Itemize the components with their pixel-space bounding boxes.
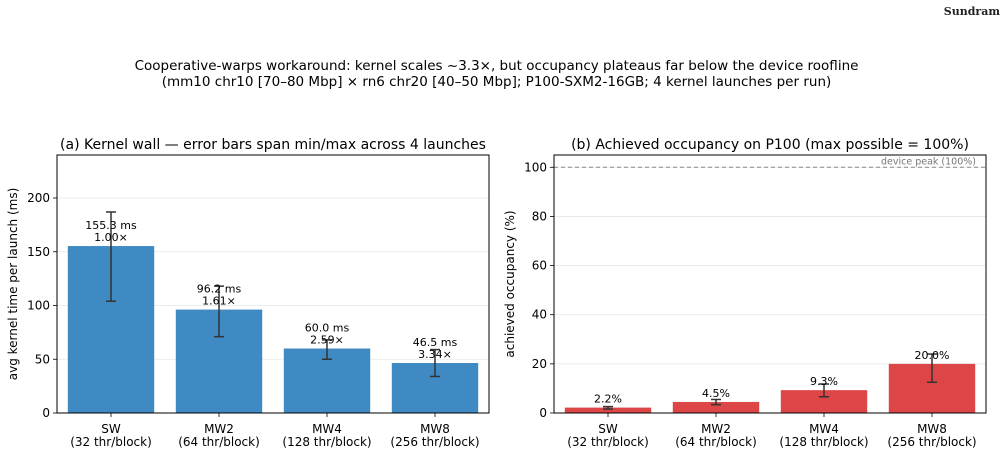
bar-b-2	[780, 390, 868, 413]
bar-b-1	[672, 401, 760, 413]
bar-b-0	[564, 407, 652, 413]
x-tick-label: (32 thr/block)	[70, 435, 152, 449]
figure-title-line-1: Cooperative-warps workaround: kernel sca…	[134, 58, 859, 74]
y-axis-label: avg kernel time per launch (ms)	[6, 188, 20, 381]
x-tick-label: (256 thr/block)	[887, 435, 976, 449]
x-tick-label: (128 thr/block)	[779, 435, 868, 449]
data-label: 60.0 ms	[305, 322, 350, 335]
data-label: 20.0%	[915, 349, 950, 362]
y-tick-label: 100	[524, 160, 547, 174]
y-tick-label: 80	[532, 209, 547, 223]
y-tick-label: 40	[532, 308, 547, 322]
data-label: 46.5 ms	[413, 336, 458, 349]
plot-frame	[553, 154, 987, 414]
panel-title: (a) Kernel wall — error bars span min/ma…	[60, 137, 486, 153]
y-tick-label: 0	[539, 406, 547, 420]
panel-title: (b) Achieved occupancy on P100 (max poss…	[571, 137, 969, 153]
x-tick-label: MW8	[917, 422, 947, 436]
y-tick-label: 200	[27, 191, 50, 205]
x-tick-label: MW4	[312, 422, 342, 436]
y-tick-label: 20	[532, 357, 547, 371]
x-tick-label: SW	[598, 422, 618, 436]
x-tick-label: (64 thr/block)	[178, 435, 260, 449]
x-tick-label: MW4	[809, 422, 839, 436]
y-tick-label: 60	[532, 259, 547, 273]
data-label: 1.61×	[202, 295, 236, 308]
data-label: 2.2%	[594, 393, 622, 406]
brand-logo: Sundram	[943, 5, 1000, 18]
x-tick-label: MW2	[204, 422, 234, 436]
y-tick-label: 50	[35, 352, 50, 366]
x-tick-label: (64 thr/block)	[675, 435, 757, 449]
plot-frame	[56, 154, 490, 414]
reference-line-label: device peak (100%)	[881, 156, 976, 167]
y-tick-label: 100	[27, 299, 50, 313]
figure-title-line-2: (mm10 chr10 [70–80 Mbp] × rn6 chr20 [40–…	[161, 74, 832, 90]
y-axis-label: achieved occupancy (%)	[503, 210, 517, 357]
x-tick-label: (256 thr/block)	[390, 435, 479, 449]
data-label: 1.00×	[94, 231, 128, 244]
x-tick-label: (32 thr/block)	[567, 435, 649, 449]
data-label: 2.59×	[310, 334, 344, 347]
data-label: 3.34×	[418, 348, 452, 361]
y-tick-label: 150	[27, 245, 50, 259]
x-tick-label: MW2	[701, 422, 731, 436]
data-label: 4.5%	[702, 387, 730, 400]
y-tick-label: 0	[42, 406, 50, 420]
data-label: 96.2 ms	[197, 283, 242, 296]
x-tick-label: (128 thr/block)	[282, 435, 371, 449]
data-label: 9.3%	[810, 375, 838, 388]
x-tick-label: MW8	[420, 422, 450, 436]
data-label: 155.3 ms	[85, 219, 137, 232]
x-tick-label: SW	[101, 422, 121, 436]
